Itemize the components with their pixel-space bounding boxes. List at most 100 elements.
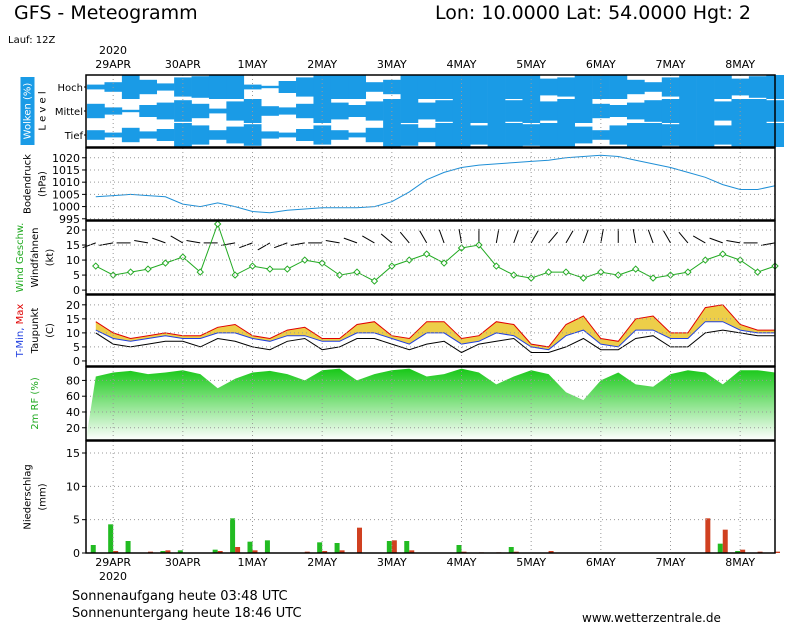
wind-speed-marker [492, 262, 501, 270]
wind-speed-marker [457, 244, 466, 252]
date-label-bottom: 1MAY [238, 556, 268, 569]
precip-bar [264, 540, 270, 553]
wind-barb [99, 242, 114, 246]
y-tick-label: 20 [66, 299, 80, 312]
cloud-cell [191, 125, 210, 145]
cloud-cell [487, 75, 506, 99]
cloud-cell [121, 127, 140, 143]
y-tick-label: 15 [66, 313, 80, 326]
wind-barb [548, 231, 558, 244]
y-tick-label: 1005 [52, 188, 80, 201]
wind-barb [530, 230, 539, 244]
location: Lon: 10.0000 Lat: 54.0000 Hgt: 2 [435, 2, 751, 24]
wind-barb [419, 230, 428, 244]
y-axis-label: (mm) [38, 483, 49, 510]
cloud-cell [139, 105, 158, 117]
wind-barb [362, 235, 375, 244]
cloud-cell [208, 130, 227, 140]
panel-background [86, 148, 775, 220]
wind-barb [565, 230, 574, 244]
cloud-cell [470, 75, 488, 99]
wind-barb [600, 229, 604, 243]
cloud-cell [278, 132, 297, 138]
cloud-cell [539, 101, 558, 121]
cloud-cell [487, 123, 506, 147]
cloud-cell [330, 75, 349, 99]
temperature-band [95, 304, 776, 350]
y-axis-label: Windfahnen [30, 228, 41, 288]
y-axis-label: Taupunkt [30, 308, 41, 355]
y-axis-label: 2m RF (%) [30, 377, 41, 430]
y-axis-label-part: Max [15, 304, 26, 325]
y-axis-label-part: T-Min, [15, 324, 26, 358]
wind-barb [274, 242, 288, 249]
wind-speed-marker [544, 268, 553, 276]
precip-bar [212, 549, 218, 553]
date-label-top: 4MAY [447, 58, 477, 71]
cloud-cell [644, 123, 663, 147]
cloud-cell [348, 75, 367, 99]
y-axis-label: (C) [45, 323, 56, 338]
wind-speed-marker [649, 274, 657, 282]
y-axis-label-part: Bodendruck [23, 154, 34, 214]
y-tick-label: 10 [66, 254, 80, 267]
wind-speed-marker [701, 256, 710, 264]
wind-barb [257, 242, 271, 251]
cloud-cell [226, 101, 245, 121]
cloud-cell [505, 100, 523, 122]
wind-speed-marker [440, 259, 448, 267]
wind-speed-marker [196, 268, 204, 276]
cloud-cell [748, 123, 767, 147]
date-label-top: 3MAY [377, 58, 407, 71]
cloud-cell [87, 130, 105, 140]
wind-speed-marker [736, 256, 744, 264]
wind-barb [186, 239, 201, 244]
wind-speed-marker [213, 220, 222, 228]
cloud-cell [679, 75, 697, 99]
panel-frame [85, 440, 776, 554]
precip-bar [322, 551, 328, 553]
precip-bar [456, 545, 462, 553]
precip-bar [334, 543, 340, 553]
cloud-cell [417, 102, 436, 120]
precip-bar [357, 527, 363, 553]
y-tick-label: 15 [66, 447, 80, 460]
panel-frame [85, 147, 776, 221]
precip-bar [722, 529, 728, 553]
y-axis-label: Wolken (%) [23, 83, 34, 140]
cloud-cell [87, 84, 105, 90]
temperature-line [95, 321, 775, 351]
year-top: 2020 [99, 44, 127, 57]
wind-speed-marker [510, 271, 518, 279]
y-tick-label: 20 [66, 224, 80, 237]
cloud-cell [505, 75, 523, 99]
cloud-cell [748, 76, 767, 98]
wind-barb [170, 235, 184, 244]
temperature-line [95, 329, 775, 354]
cloud-cell [557, 77, 576, 97]
y-axis-label: (hPa) [38, 171, 49, 197]
wind-speed-marker [353, 268, 361, 276]
wind-barb [134, 239, 149, 244]
y-tick-label: 0 [73, 284, 80, 297]
cloud-cell [330, 130, 349, 140]
y-tick-label: 5 [73, 269, 80, 282]
cloud-cell [574, 126, 593, 144]
cloud-cell [714, 125, 732, 145]
cloud-cell [278, 81, 297, 93]
cloud-cell [261, 85, 279, 89]
wind-speed-marker [283, 265, 292, 273]
cloud-cell [487, 99, 506, 123]
wind-barb [438, 229, 445, 244]
cloud-cell [574, 75, 593, 99]
wind-speed-marker [370, 277, 379, 285]
cloud-cell [609, 105, 628, 117]
date-label-bottom: 30APR [165, 556, 201, 569]
y-axis-label-part: Niederschlag [23, 464, 34, 529]
y-tick-label: 1015 [52, 164, 80, 177]
wind-barb [513, 229, 520, 244]
cloud-cell [696, 99, 715, 123]
cloud-level-label: Hoch [58, 83, 83, 94]
precip-bar [717, 543, 723, 553]
precip-bar [391, 540, 397, 553]
